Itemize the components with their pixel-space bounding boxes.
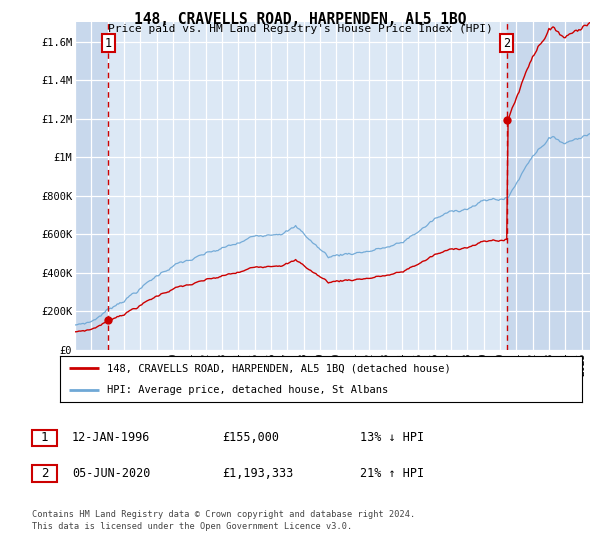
Text: 1: 1 [41,431,48,445]
Text: HPI: Average price, detached house, St Albans: HPI: Average price, detached house, St A… [107,385,388,395]
Text: 2: 2 [503,36,511,49]
Text: 148, CRAVELLS ROAD, HARPENDEN, AL5 1BQ: 148, CRAVELLS ROAD, HARPENDEN, AL5 1BQ [134,12,466,27]
Text: 1: 1 [105,36,112,49]
Bar [507,22,590,350]
Text: 21% ↑ HPI: 21% ↑ HPI [360,466,424,480]
Text: 05-JUN-2020: 05-JUN-2020 [72,466,151,480]
Text: Contains HM Land Registry data © Crown copyright and database right 2024.: Contains HM Land Registry data © Crown c… [32,510,415,519]
Text: 2: 2 [41,466,48,480]
Text: £1,193,333: £1,193,333 [222,466,293,480]
Text: 13% ↓ HPI: 13% ↓ HPI [360,431,424,445]
Text: This data is licensed under the Open Government Licence v3.0.: This data is licensed under the Open Gov… [32,522,352,531]
Text: £155,000: £155,000 [222,431,279,445]
Text: 12-JAN-1996: 12-JAN-1996 [72,431,151,445]
Text: Price paid vs. HM Land Registry's House Price Index (HPI): Price paid vs. HM Land Registry's House … [107,24,493,34]
Bar [75,22,109,350]
Text: 148, CRAVELLS ROAD, HARPENDEN, AL5 1BQ (detached house): 148, CRAVELLS ROAD, HARPENDEN, AL5 1BQ (… [107,363,451,374]
